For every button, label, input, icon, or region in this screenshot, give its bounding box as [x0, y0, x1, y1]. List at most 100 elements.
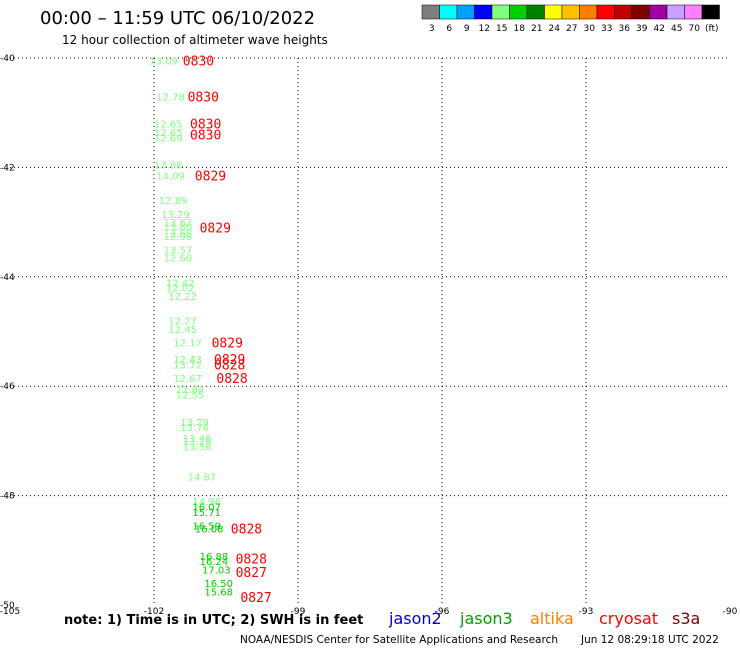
legend-item-s3a: s3a: [672, 609, 701, 628]
wave-height-point: 16.07: [192, 503, 221, 514]
colorbar-tick-label: 3: [429, 24, 435, 34]
colorbar-tick-label: 30: [584, 24, 596, 34]
colorbar-tick-label: (ft): [705, 24, 719, 34]
colorbar-tick-label: 36: [619, 24, 631, 34]
colorbar-tick-label: 45: [671, 24, 682, 34]
wave-height-point: 12.02: [166, 284, 195, 295]
wave-height-point: 13.56: [183, 442, 212, 453]
wave-height-point: 13.88: [154, 161, 183, 172]
colorbar-swatch: [561, 4, 580, 20]
colorbar-tick-label: 42: [654, 24, 665, 34]
colorbar-tick-label: 21: [531, 24, 542, 34]
wave-height-point: 12.67: [173, 374, 202, 385]
legend-item-cryosat: cryosat: [599, 609, 659, 628]
time-label: 0830: [188, 90, 219, 105]
units-note: note: 1) Time is in UTC; 2) SWH is in fe…: [64, 613, 364, 628]
time-label: 0830: [190, 118, 221, 133]
time-label: 0829: [200, 222, 231, 237]
wave-height-point: 14.87: [188, 472, 217, 483]
wave-height-point: 16.88: [200, 552, 229, 563]
generated-timestamp: Jun 12 08:29:18 UTC 2022: [581, 634, 719, 646]
colorbar-tick-label: 39: [636, 24, 648, 34]
y-tick-label: -40: [0, 54, 15, 64]
wave-height-point: 12.17: [173, 338, 202, 349]
wave-height-point: 12.27: [168, 317, 197, 328]
colorbar-tick-label: 6: [446, 24, 452, 34]
wave-height-point: 13.72: [173, 360, 202, 371]
colorbar-swatch: [526, 4, 545, 20]
colorbar-tick-label: 27: [566, 24, 577, 34]
y-tick-label: -46: [0, 382, 15, 392]
y-tick-label: -48: [0, 492, 15, 502]
colorbar-swatch: [614, 4, 633, 20]
wave-height-point: 16.50: [204, 579, 233, 590]
wave-height-point: 17.03: [202, 565, 231, 576]
colorbar-swatch: [509, 4, 528, 20]
wave-height-point: 15.68: [204, 587, 233, 598]
time-label: 0828: [236, 553, 267, 568]
colorbar-swatch: [474, 4, 493, 20]
wave-height-point: 12.65: [154, 120, 183, 131]
colorbar-swatch: [596, 4, 615, 20]
colorbar-tick-label: 70: [689, 24, 701, 34]
wave-height-point: 13.46: [183, 434, 212, 445]
wave-height-point: 13.62: [164, 218, 193, 229]
wave-height-point: 13.68: [164, 229, 193, 240]
wave-height-point: 16.59: [192, 522, 221, 533]
x-tick-label: -105: [0, 607, 20, 617]
time-label: 0829: [214, 353, 245, 368]
wave-height-point: 16.08: [195, 524, 224, 535]
y-tick-label: -42: [0, 163, 15, 173]
colorbar-swatch: [666, 4, 685, 20]
colorbar-swatch: [631, 4, 650, 20]
wave-height-point: 13.80: [164, 222, 193, 233]
y-tick-label: -50: [0, 601, 15, 611]
wave-height-point: 12.65: [154, 128, 183, 139]
wave-height-point: 12.22: [168, 292, 197, 303]
colorbar-swatch: [579, 4, 598, 20]
x-tick-label: -96: [435, 607, 450, 617]
y-tick-label: -44: [0, 273, 15, 283]
x-tick-label: -99: [291, 607, 306, 617]
wave-height-point: 14.96: [192, 497, 221, 508]
wave-height-point: 15.71: [192, 508, 221, 519]
colorbar-swatch: [684, 4, 703, 20]
legend-item-jason2: jason2: [389, 609, 442, 628]
colorbar-swatch: [544, 4, 563, 20]
wave-height-point: 12.43: [173, 355, 202, 366]
wave-height-point: 12.84: [176, 385, 205, 396]
colorbar-tick-label: 18: [514, 24, 526, 34]
wave-height-point: 12.45: [168, 325, 197, 336]
wave-height-point: 12.69: [154, 133, 183, 144]
colorbar-tick-label: 24: [549, 24, 561, 34]
wave-height-point: 12.78: [156, 92, 185, 103]
wave-height-point: 13.28: [183, 437, 212, 448]
wave-height-point: 12.89: [159, 196, 188, 207]
time-label: 0830: [190, 129, 221, 144]
wave-height-point: 16.24: [200, 557, 229, 568]
wave-height-point: 12.42: [166, 278, 195, 289]
legend-item-jason3: jason3: [460, 609, 513, 628]
x-tick-label: -93: [579, 607, 594, 617]
wave-height-point: 14.09: [156, 172, 185, 183]
wave-height-point: 13.09: [149, 57, 178, 68]
time-label: 0829: [195, 170, 226, 185]
wave-height-point: 13.79: [180, 418, 209, 429]
colorbar-swatch: [456, 4, 475, 20]
time-label: 0827: [236, 566, 267, 581]
colorbar-tick-label: 33: [601, 24, 612, 34]
wave-height-point: 13.76: [180, 423, 209, 434]
colorbar-swatch: [439, 4, 458, 20]
time-label: 0830: [183, 55, 214, 70]
wave-height-point: 12.55: [176, 390, 205, 401]
colorbar-swatch: [491, 4, 510, 20]
colorbar-tick-label: 9: [464, 24, 470, 34]
colorbar-swatch: [421, 4, 440, 20]
colorbar-swatch: [649, 4, 668, 20]
colorbar-tick-label: 12: [479, 24, 490, 34]
wave-height-point: 12.98: [164, 232, 193, 243]
chart-title: 00:00 – 11:59 UTC 06/10/2022: [40, 8, 316, 29]
time-label: 0828: [231, 522, 262, 537]
wave-height-point: 12.68: [164, 254, 193, 265]
colorbar-tick-label: 15: [496, 24, 507, 34]
